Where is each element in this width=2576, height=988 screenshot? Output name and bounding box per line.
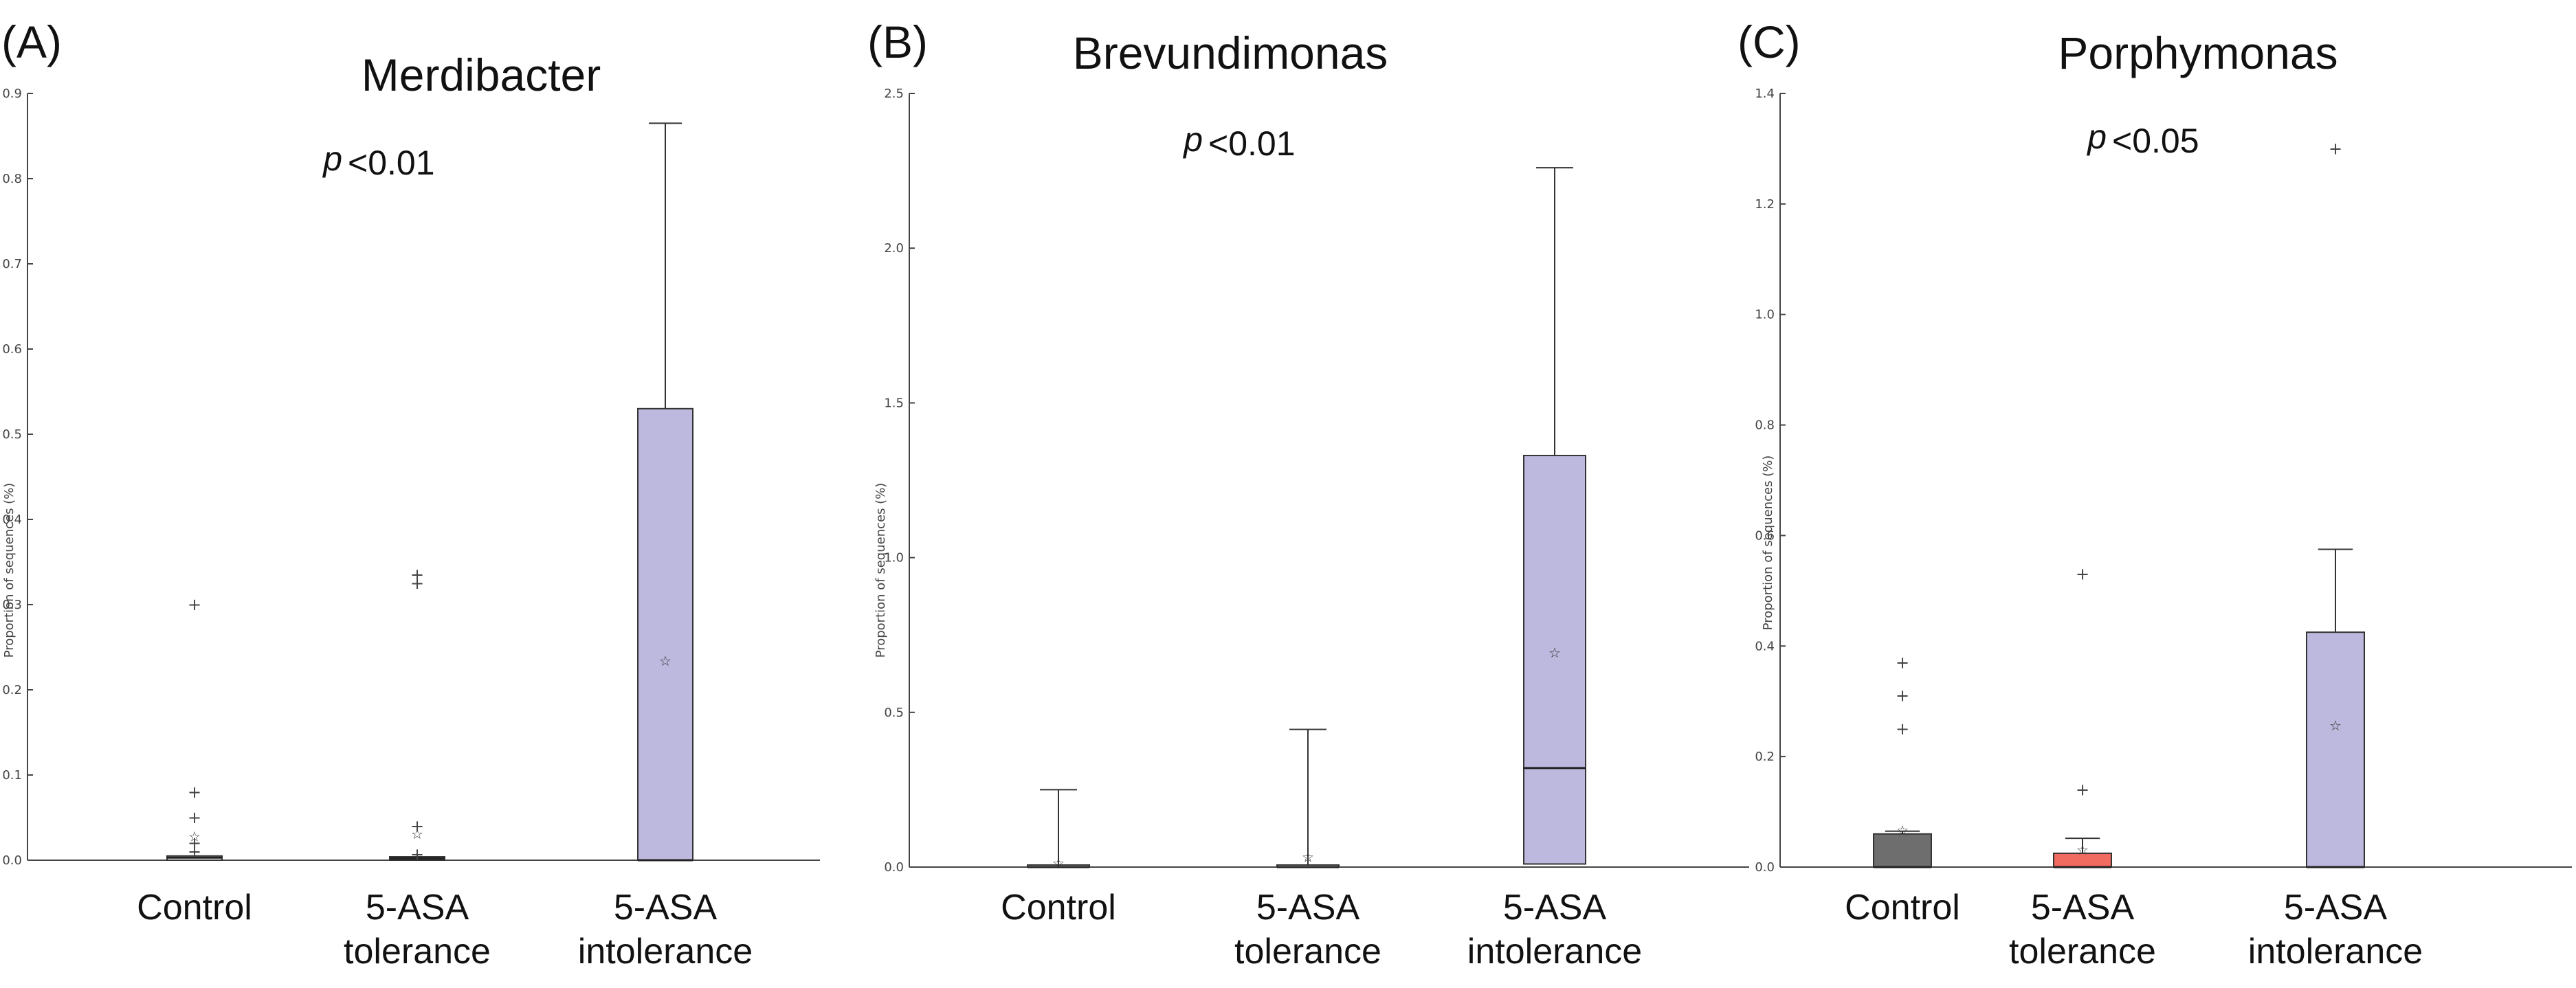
category-label: tolerance: [344, 932, 491, 972]
y-tick-label: 2.5: [884, 87, 904, 101]
y-tick-label: 0.9: [2, 87, 22, 101]
y-tick-label: 0.2: [1755, 750, 1775, 764]
iqr-box: [637, 407, 693, 861]
outlier-point: +: [2329, 139, 2342, 158]
outlier-point: +: [188, 783, 201, 802]
panel-label: (C): [1737, 16, 1801, 67]
mean-marker: ☆: [1896, 822, 1909, 839]
outlier-point: +: [2076, 565, 2089, 584]
iqr-box: [1873, 833, 1932, 868]
y-tick-label: 0.6: [2, 342, 22, 357]
p-value: <0.01: [1208, 124, 1296, 163]
y-tick-label: 0.0: [1755, 860, 1775, 875]
y-tick-label: 0.2: [2, 683, 22, 697]
mean-marker: ☆: [1548, 644, 1561, 661]
chart-title: Porphymonas: [2058, 27, 2338, 78]
category-label: 5-ASA: [1503, 888, 1607, 928]
y-tick-label: 0.1: [2, 768, 22, 783]
panel-label: (B): [867, 16, 928, 67]
y-tick-label: 1.4: [1755, 87, 1775, 101]
y-tick-label: 0.7: [2, 257, 22, 271]
category-label: Control: [1845, 888, 1960, 928]
y-tick-label: 2.0: [884, 241, 904, 256]
mean-marker: ☆: [2329, 717, 2342, 734]
p-symbol: p: [322, 139, 342, 178]
outlier-point: +: [2076, 780, 2089, 799]
outlier-point: +: [188, 842, 201, 862]
y-tick-label: 0.3: [2, 598, 22, 612]
category-label: 5-ASA: [1256, 888, 1360, 928]
category-label: intolerance: [1467, 932, 1642, 972]
y-tick-label: 0.6: [1755, 528, 1775, 543]
category-label: 5-ASA: [2284, 888, 2388, 928]
y-tick-label: 0.8: [1755, 418, 1775, 433]
category-label: 5-ASA: [2031, 888, 2135, 928]
y-tick-label: 1.5: [884, 396, 904, 410]
outlier-point: +: [188, 833, 201, 853]
p-value: <0.01: [348, 144, 435, 182]
y-tick-label: 0.4: [1755, 639, 1775, 653]
chart-title: Merdibacter: [362, 49, 601, 100]
y-axis-label: Proportion of sequences (%): [1761, 456, 1775, 631]
mean-marker: ☆: [1302, 849, 1314, 865]
p-value: <0.05: [2112, 122, 2199, 160]
y-tick-label: 1.0: [1755, 308, 1775, 322]
category-label: 5-ASA: [366, 888, 469, 928]
panel-a: (A) Merdibacter p <0.01 0.0 0.1 0.2 0.3 0.4 0.5 0.…: [1, 16, 820, 972]
category-label: tolerance: [2009, 932, 2156, 972]
panel-b: (B) Brevundimonas p <0.01 0.0 0.5 1.0 1.5 2.0 2.5…: [867, 16, 1749, 972]
y-axis-label: Proportion of sequences (%): [874, 483, 888, 658]
chart-title: Brevundimonas: [1073, 27, 1388, 78]
mean-marker: ☆: [1052, 855, 1065, 871]
y-tick-label: 1.0: [884, 551, 904, 565]
outlier-point: +: [410, 565, 424, 585]
mean-marker: ☆: [188, 829, 201, 845]
y-tick-label: 0.0: [2, 853, 22, 868]
y-tick-label: 0.5: [2, 427, 22, 442]
panel-label: (A): [1, 16, 62, 67]
outlier-point: +: [188, 595, 201, 614]
y-tick-label: 0.5: [884, 706, 904, 720]
category-label: 5-ASA: [614, 888, 718, 928]
category-label: intolerance: [578, 932, 753, 972]
mean-marker: ☆: [411, 826, 423, 842]
outlier-point: +: [1896, 719, 1909, 739]
outlier-point: +: [1896, 686, 1909, 706]
iqr-box: [2306, 631, 2365, 868]
y-tick-label: 0.0: [884, 860, 904, 875]
outlier-point: +: [1896, 653, 1909, 672]
y-axis-label: Proportion of sequences (%): [2, 483, 16, 658]
category-label: Control: [137, 888, 252, 928]
outlier-point: +: [410, 816, 424, 835]
mean-marker: ☆: [2076, 842, 2089, 858]
mean-marker: ☆: [659, 653, 671, 669]
category-label: Control: [1001, 888, 1116, 928]
p-symbol: p: [2086, 117, 2107, 156]
y-tick-label: 1.2: [1755, 197, 1775, 212]
iqr-box: [1523, 454, 1586, 865]
y-tick-label: 0.8: [2, 172, 22, 186]
category-label: intolerance: [2248, 932, 2423, 972]
outlier-point: +: [410, 844, 424, 864]
outlier-point: +: [410, 574, 424, 593]
category-label: tolerance: [1234, 932, 1381, 972]
outlier-point: +: [188, 808, 201, 827]
panel-c: (C) Porphymonas p <0.05 0.0 0.2 0.4 0.6 0.8 1.0 1.…: [1737, 16, 2572, 972]
y-tick-label: 0.4: [2, 513, 22, 527]
p-symbol: p: [1182, 120, 1203, 159]
